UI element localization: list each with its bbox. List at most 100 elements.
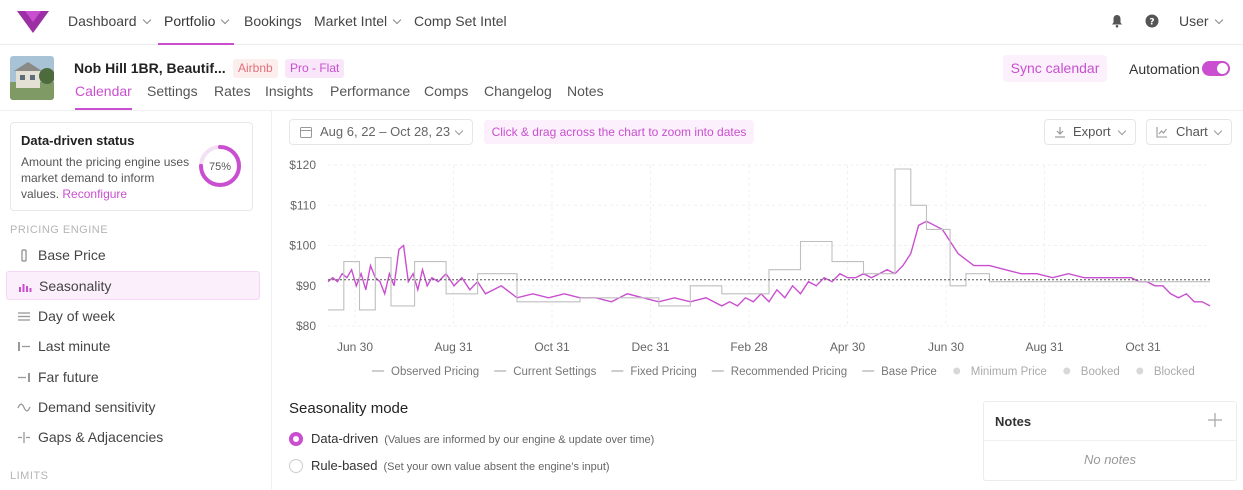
listing-title: Nob Hill 1BR, Beautif... — [74, 60, 226, 76]
tab-rates[interactable]: Rates — [214, 83, 251, 99]
nav-dashboard-label: Dashboard — [68, 13, 137, 29]
nav-bookings-label: Bookings — [244, 13, 302, 29]
notes-divider — [984, 440, 1236, 441]
option-data-driven[interactable]: Data-driven (Values are informed by our e… — [289, 431, 654, 446]
chevron-down-icon — [1213, 126, 1223, 136]
base-price-icon — [21, 249, 27, 262]
sidebar-item-label: Seasonality — [39, 278, 112, 294]
bell-icon[interactable] — [1110, 14, 1124, 28]
y-tick-label: $120 — [289, 158, 316, 172]
plus-icon[interactable] — [1208, 413, 1222, 427]
option-rule-based[interactable]: Rule-based (Set your own value absent the… — [289, 458, 610, 473]
x-tick-label: Jun 30 — [928, 340, 964, 354]
radio-selected[interactable] — [289, 432, 303, 446]
sidebar-item-label: Last minute — [38, 338, 111, 354]
logo-icon[interactable] — [17, 11, 49, 33]
last-minute-icon — [18, 342, 30, 351]
wave-icon — [17, 403, 31, 412]
series-line-recommended-pricing — [327, 220, 1211, 307]
legend-swatch — [953, 367, 961, 375]
limits-heading: LIMITS — [10, 470, 49, 482]
sidebar-item-day-of-week[interactable]: Day of week — [6, 302, 260, 331]
chart-type-button[interactable]: Chart — [1146, 119, 1232, 145]
y-tick-label: $90 — [296, 279, 316, 293]
user-label: User — [1179, 13, 1209, 29]
pricing-chart[interactable]: $80 $90 $100 $110 $120 Jun 30 Aug 31 Oct 31 Dec … — [280, 150, 1240, 390]
x-tick-label: Jun 30 — [337, 340, 373, 354]
legend-swatch — [1136, 367, 1144, 375]
notes-empty-state: No notes — [1083, 452, 1137, 467]
nav-market-intel[interactable]: Market Intel — [314, 0, 402, 45]
sidebar-item-seasonality[interactable]: Seasonality — [6, 271, 260, 300]
y-tick-label: $110 — [290, 198, 316, 212]
day-of-week-icon — [18, 312, 30, 321]
user-menu[interactable]: User — [1179, 0, 1223, 45]
x-tick-label: Aug 31 — [1025, 340, 1063, 354]
tab-changelog[interactable]: Changelog — [484, 83, 552, 99]
chevron-down-icon — [221, 15, 230, 25]
status-progress-ring: 75% — [199, 145, 241, 187]
notes-panel: Notes No notes — [983, 401, 1237, 481]
nav-bookings[interactable]: Bookings — [244, 0, 302, 45]
zoom-hint: Click & drag across the chart to zoom in… — [484, 120, 754, 144]
sidebar-item-last-minute[interactable]: Last minute — [6, 332, 260, 361]
x-tick-label: Aug 31 — [434, 340, 472, 354]
tab-calendar[interactable]: Calendar — [75, 83, 132, 110]
legend-label: Current Settings — [513, 366, 596, 378]
seasonality-icon — [19, 284, 32, 292]
legend-label: Fixed Pricing — [630, 366, 696, 378]
x-tick-label: Oct 31 — [1125, 340, 1161, 354]
nav-portfolio[interactable]: Portfolio — [158, 0, 235, 45]
status-percent: 75% — [209, 161, 231, 173]
listing-selector[interactable]: Nob Hill 1BR, Beautif... — [74, 60, 241, 76]
header-divider — [0, 110, 1243, 111]
nav-portfolio-label: Portfolio — [164, 13, 216, 29]
chevron-down-icon — [1117, 126, 1127, 136]
status-title: Data-driven status — [21, 133, 135, 148]
notes-title: Notes — [995, 414, 1032, 429]
legend-label: Recommended Pricing — [731, 366, 847, 378]
pricing-engine-heading: PRICING ENGINE — [10, 224, 109, 236]
sync-calendar-button[interactable]: Sync calendar — [1003, 55, 1107, 82]
sidebar-item-demand-sensitivity[interactable]: Demand sensitivity — [6, 393, 260, 422]
tab-comps[interactable]: Comps — [424, 83, 469, 99]
x-tick-label: Oct 31 — [534, 340, 570, 354]
tab-notes[interactable]: Notes — [567, 83, 604, 99]
top-navigation: Dashboard Portfolio Bookings Market Inte… — [0, 0, 1243, 45]
legend-label: Minimum Price — [971, 366, 1047, 378]
legend-label: Blocked — [1154, 366, 1195, 378]
chevron-down-icon — [454, 126, 464, 136]
automation-label: Automation — [1129, 61, 1200, 77]
reconfigure-link[interactable]: Reconfigure — [62, 187, 128, 201]
chevron-down-icon — [392, 15, 402, 25]
tab-settings[interactable]: Settings — [147, 83, 198, 99]
sidebar-item-gaps-adjacencies[interactable]: Gaps & Adjacencies — [6, 423, 260, 452]
sidebar-item-base-price[interactable]: Base Price — [6, 241, 260, 270]
x-tick-label: Feb 28 — [730, 340, 768, 354]
legend-label: Observed Pricing — [391, 366, 479, 378]
export-label: Export — [1073, 124, 1111, 139]
sidebar-item-far-future[interactable]: Far future — [6, 363, 260, 392]
nav-dashboard[interactable]: Dashboard — [68, 0, 151, 45]
export-button[interactable]: Export — [1044, 119, 1136, 145]
gaps-icon — [18, 432, 30, 443]
radio-unselected[interactable] — [289, 459, 303, 473]
sidebar-item-label: Day of week — [38, 308, 116, 324]
tab-insights[interactable]: Insights — [265, 83, 314, 99]
date-range-picker[interactable]: Aug 6, 22 – Oct 28, 23 — [289, 119, 473, 145]
sidebar-item-label: Base Price — [38, 247, 106, 263]
nav-comp-set-intel[interactable]: Comp Set Intel — [414, 0, 507, 45]
far-future-icon — [18, 373, 30, 382]
tab-performance[interactable]: Performance — [330, 83, 411, 99]
help-icon[interactable]: ? — [1145, 14, 1159, 28]
legend-swatch — [1063, 367, 1071, 375]
y-tick-label: $80 — [296, 319, 316, 333]
x-tick-label: Apr 30 — [830, 340, 866, 354]
option-description: (Set your own value absent the engine’s … — [383, 461, 610, 473]
chevron-down-icon — [142, 15, 151, 25]
sidebar: Data-driven status Amount the pricing en… — [0, 111, 272, 490]
nav-market-intel-label: Market Intel — [314, 13, 388, 29]
automation-toggle[interactable] — [1202, 61, 1230, 76]
plan-badge: Pro - Flat — [285, 59, 345, 78]
sidebar-item-label: Gaps & Adjacencies — [38, 429, 164, 445]
